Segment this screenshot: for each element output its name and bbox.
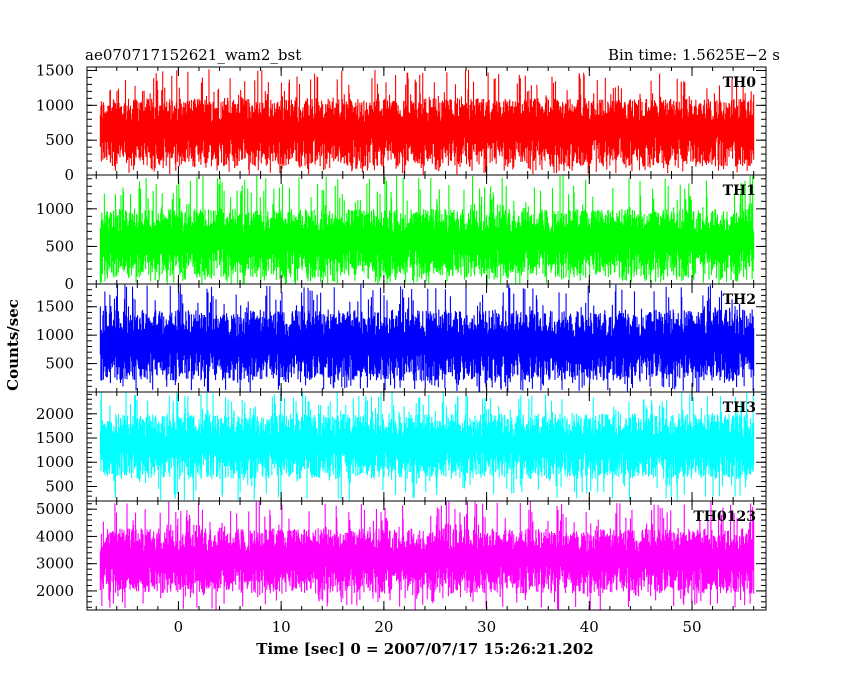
y-tick-label: 2000 <box>36 582 74 600</box>
panel-th0123: 2000 3000 4000 5000 TH0123 <box>36 500 767 611</box>
y-tick-label: 500 <box>45 477 74 495</box>
series-th1-line <box>99 175 755 284</box>
y-tick-label: 500 <box>45 237 74 255</box>
y-tick-label: 5000 <box>36 500 74 518</box>
y-tick-label: 1500 <box>36 429 74 447</box>
y-tick-label: 4000 <box>36 527 74 545</box>
x-tick-label: 50 <box>682 618 701 636</box>
y-tick-label: 1000 <box>36 453 74 471</box>
panel-th3: 500 1000 1500 2000 TH3 <box>36 391 767 502</box>
panel-label: TH3 <box>723 400 756 416</box>
panel-th1: 0 500 1000 TH1 <box>36 174 767 293</box>
y-tick-label: 500 <box>45 355 74 373</box>
y-tick-label: 1500 <box>36 298 74 316</box>
series-th0123-line <box>99 501 755 610</box>
x-axis-label: Time [sec] 0 = 2007/07/17 15:26:21.202 <box>256 640 593 658</box>
x-tick-label: 10 <box>272 618 291 636</box>
y-axis-label: Counts/sec <box>4 299 22 391</box>
chart-title: ae070717152621_wam2_bst <box>85 46 301 64</box>
series-th0-line <box>99 69 755 175</box>
y-tick-label: 1000 <box>36 96 74 114</box>
panel-label: TH0123 <box>693 509 756 525</box>
panel-th2: 500 1000 1500 TH2 <box>36 283 767 393</box>
x-tick-label: 40 <box>580 618 599 636</box>
panel-frame <box>86 500 767 611</box>
x-tick-label: 0 <box>174 618 184 636</box>
panel-label: TH0 <box>723 75 757 91</box>
panel-label: TH2 <box>723 292 756 308</box>
panel-label: TH1 <box>723 183 756 199</box>
y-tick-label: 1000 <box>36 326 74 344</box>
series-th3-line <box>99 392 755 501</box>
y-tick-label: 1500 <box>36 61 74 79</box>
y-tick-label: 0 <box>64 275 74 293</box>
y-tick-label: 0 <box>64 166 74 184</box>
y-tick-label: 2000 <box>36 405 74 423</box>
y-tick-label: 500 <box>45 131 74 149</box>
bin-time-label: Bin time: 1.5625E−2 s <box>608 46 780 64</box>
y-tick-label: 1000 <box>36 200 74 218</box>
y-tick-label: 3000 <box>36 555 74 573</box>
x-tick-label: 20 <box>374 618 393 636</box>
series-th2-line <box>99 284 755 392</box>
x-tick-label: 30 <box>477 618 496 636</box>
panel-th0: 0 500 1000 1500 TH0 <box>36 61 767 184</box>
